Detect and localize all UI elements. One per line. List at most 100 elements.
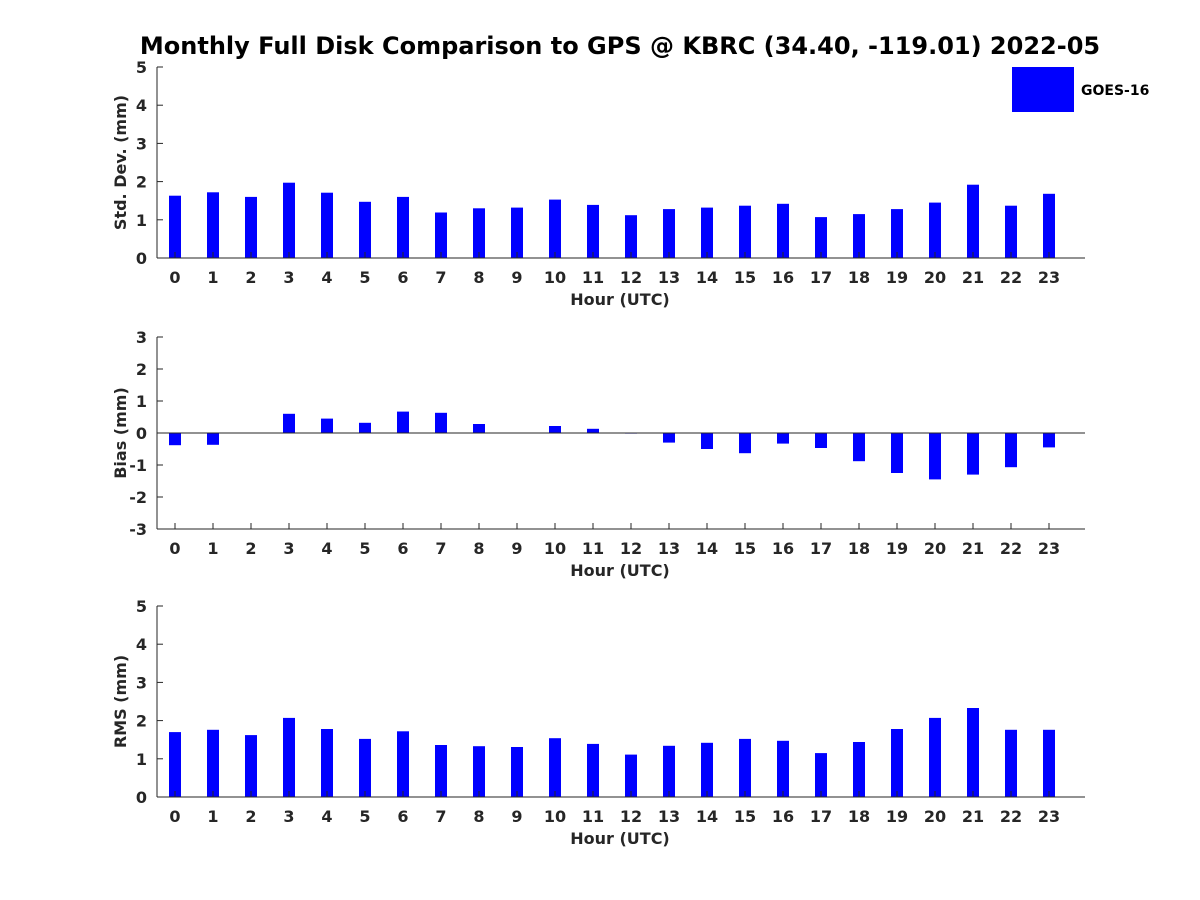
std-dev-x-tick-label: 12	[620, 268, 642, 287]
bias-bar-hour-10	[549, 426, 561, 433]
rms-bar-hour-12	[625, 754, 637, 797]
std-dev-bar-hour-1	[207, 192, 219, 258]
bias-x-tick-label: 21	[962, 539, 984, 558]
rms-bar-hour-18	[853, 742, 865, 797]
bias-x-axis-label: Hour (UTC)	[570, 561, 670, 580]
chart-title: Monthly Full Disk Comparison to GPS @ KB…	[140, 32, 1100, 60]
bias-bar-hour-0	[169, 433, 181, 446]
bias-bar-hour-4	[321, 418, 333, 433]
std-dev-x-tick-label: 20	[924, 268, 946, 287]
bias-x-tick-label: 6	[397, 539, 408, 558]
rms-x-tick-label: 12	[620, 807, 642, 826]
bias-bar-hour-1	[207, 433, 219, 445]
bias-y-tick-label: -2	[129, 488, 147, 507]
bias-y-axis-label: Bias (mm)	[111, 387, 130, 479]
std-dev-x-tick-label: 14	[696, 268, 718, 287]
rms-bar-hour-3	[283, 717, 295, 797]
rms-bar-hour-5	[359, 738, 371, 797]
rms-bar-hour-8	[473, 746, 485, 797]
bias-x-tick-label: 18	[848, 539, 870, 558]
std-dev-bar-hour-10	[549, 199, 561, 258]
rms-y-tick-label: 3	[136, 673, 147, 692]
bias-x-tick-label: 14	[696, 539, 718, 558]
rms-bar-hour-9	[511, 747, 523, 797]
bias-x-tick-label: 8	[473, 539, 484, 558]
bias-x-tick-label: 13	[658, 539, 680, 558]
rms-x-tick-label: 14	[696, 807, 718, 826]
bias-bar-hour-16	[777, 433, 789, 444]
std-dev-x-tick-label: 23	[1038, 268, 1060, 287]
bias-y-tick-label: -3	[129, 520, 147, 539]
rms-bar-hour-22	[1005, 729, 1017, 797]
std-dev-x-tick-label: 5	[359, 268, 370, 287]
std-dev-x-axis-label: Hour (UTC)	[570, 290, 670, 309]
rms-x-tick-label: 2	[245, 807, 256, 826]
bias-bar-hour-19	[891, 433, 903, 473]
bias-bar-hour-17	[815, 433, 827, 448]
rms-x-tick-label: 7	[435, 807, 446, 826]
std-dev-x-tick-label: 17	[810, 268, 832, 287]
std-dev-bar-hour-21	[967, 184, 979, 258]
std-dev-bar-hour-18	[853, 214, 865, 258]
std-dev-x-tick-label: 19	[886, 268, 908, 287]
std-dev-bar-hour-6	[397, 196, 409, 258]
rms-x-axis-label: Hour (UTC)	[570, 829, 670, 848]
rms-y-tick-label: 5	[136, 597, 147, 616]
std-dev-bar-hour-20	[929, 202, 941, 258]
std-dev-x-tick-label: 1	[207, 268, 218, 287]
bias-y-tick-label: 2	[136, 360, 147, 379]
bias-bar-hour-6	[397, 411, 409, 433]
bias-y-tick-label: 1	[136, 392, 147, 411]
std-dev-bar-hour-5	[359, 201, 371, 258]
std-dev-bar-hour-15	[739, 205, 751, 258]
bias-x-tick-label: 2	[245, 539, 256, 558]
std-dev-y-tick-label: 4	[136, 96, 147, 115]
rms-y-tick-label: 4	[136, 635, 147, 654]
rms-y-axis-label: RMS (mm)	[111, 655, 130, 748]
std-dev-bar-hour-22	[1005, 205, 1017, 258]
bias-x-tick-label: 3	[283, 539, 294, 558]
rms-x-tick-label: 8	[473, 807, 484, 826]
rms-y-tick-label: 2	[136, 712, 147, 731]
std-dev-x-tick-label: 4	[321, 268, 332, 287]
std-dev-bar-hour-16	[777, 203, 789, 258]
bias-x-tick-label: 17	[810, 539, 832, 558]
rms-bar-hour-2	[245, 735, 257, 797]
legend-swatch	[1012, 67, 1074, 112]
bias-y-tick-label: -1	[129, 456, 147, 475]
rms-x-tick-label: 17	[810, 807, 832, 826]
rms-x-tick-label: 3	[283, 807, 294, 826]
std-dev-y-tick-label: 5	[136, 58, 147, 77]
rms-bar-hour-19	[891, 729, 903, 797]
std-dev-x-tick-label: 6	[397, 268, 408, 287]
bias-x-tick-label: 15	[734, 539, 756, 558]
rms-x-tick-label: 11	[582, 807, 604, 826]
rms-bar-hour-15	[739, 738, 751, 797]
rms-x-tick-label: 19	[886, 807, 908, 826]
std-dev-bar-hour-12	[625, 215, 637, 258]
bias-bar-hour-11	[587, 428, 599, 433]
rms-bar-hour-11	[587, 743, 599, 797]
bias-x-tick-label: 5	[359, 539, 370, 558]
rms-bar-hour-6	[397, 731, 409, 797]
bias-y-tick-label: 3	[136, 328, 147, 347]
bias-x-tick-label: 7	[435, 539, 446, 558]
bias-x-tick-label: 23	[1038, 539, 1060, 558]
std-dev-x-tick-label: 18	[848, 268, 870, 287]
bias-bar-hour-5	[359, 422, 371, 433]
legend: GOES-16	[1012, 67, 1149, 112]
bias-x-tick-label: 4	[321, 539, 332, 558]
std-dev-bar-hour-9	[511, 207, 523, 258]
std-dev-bar-hour-2	[245, 196, 257, 258]
bias-bar-hour-7	[435, 412, 447, 433]
std-dev-x-tick-label: 15	[734, 268, 756, 287]
std-dev-bar-hour-8	[473, 208, 485, 258]
std-dev-bar-hour-3	[283, 182, 295, 258]
rms-y-tick-label: 0	[136, 788, 147, 807]
rms-bar-hour-21	[967, 708, 979, 797]
std-dev-bar-hour-17	[815, 217, 827, 258]
std-dev-bar-hour-19	[891, 209, 903, 258]
std-dev-y-tick-label: 3	[136, 134, 147, 153]
